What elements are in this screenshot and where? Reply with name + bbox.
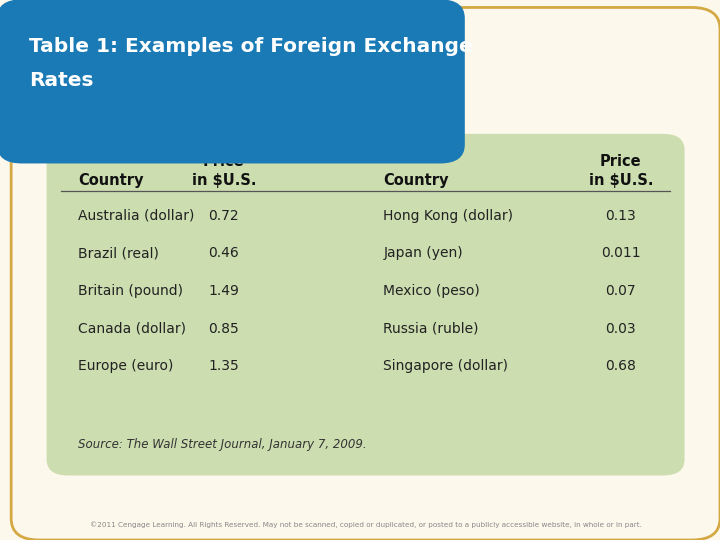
Text: 0.68: 0.68 xyxy=(606,359,636,373)
Text: Country: Country xyxy=(383,173,449,188)
Text: Price: Price xyxy=(600,154,642,169)
Text: Russia (ruble): Russia (ruble) xyxy=(383,322,479,335)
Text: 0.13: 0.13 xyxy=(606,208,636,222)
Text: 0.85: 0.85 xyxy=(208,322,239,335)
Text: Country: Country xyxy=(78,173,144,188)
Text: Europe (euro): Europe (euro) xyxy=(78,359,174,373)
Text: ©2011 Cengage Learning. All Rights Reserved. May not be scanned, copied or dupli: ©2011 Cengage Learning. All Rights Reser… xyxy=(90,522,642,528)
Text: 1.49: 1.49 xyxy=(208,284,239,298)
Text: Britain (pound): Britain (pound) xyxy=(78,284,184,298)
Text: in $U.S.: in $U.S. xyxy=(192,173,256,188)
Text: 0.46: 0.46 xyxy=(208,246,239,260)
Text: Rates: Rates xyxy=(29,71,94,90)
Text: Mexico (peso): Mexico (peso) xyxy=(383,284,480,298)
Text: Singapore (dollar): Singapore (dollar) xyxy=(383,359,508,373)
Text: Brazil (real): Brazil (real) xyxy=(78,246,159,260)
Text: in $U.S.: in $U.S. xyxy=(588,173,653,188)
Text: 0.011: 0.011 xyxy=(601,246,641,260)
Text: Australia (dollar): Australia (dollar) xyxy=(78,208,195,222)
Text: Price: Price xyxy=(203,154,245,169)
Text: Japan (yen): Japan (yen) xyxy=(383,246,463,260)
Text: 1.35: 1.35 xyxy=(208,359,239,373)
Text: Hong Kong (dollar): Hong Kong (dollar) xyxy=(383,208,513,222)
Text: 0.07: 0.07 xyxy=(606,284,636,298)
Text: 0.03: 0.03 xyxy=(606,322,636,335)
FancyBboxPatch shape xyxy=(47,134,685,475)
Text: Table 1: Examples of Foreign Exchange: Table 1: Examples of Foreign Exchange xyxy=(29,37,472,56)
Text: Canada (dollar): Canada (dollar) xyxy=(78,322,186,335)
Text: 0.72: 0.72 xyxy=(209,208,239,222)
Text: Source: The Wall Street Journal, January 7, 2009.: Source: The Wall Street Journal, January… xyxy=(78,438,367,451)
FancyBboxPatch shape xyxy=(0,0,465,164)
